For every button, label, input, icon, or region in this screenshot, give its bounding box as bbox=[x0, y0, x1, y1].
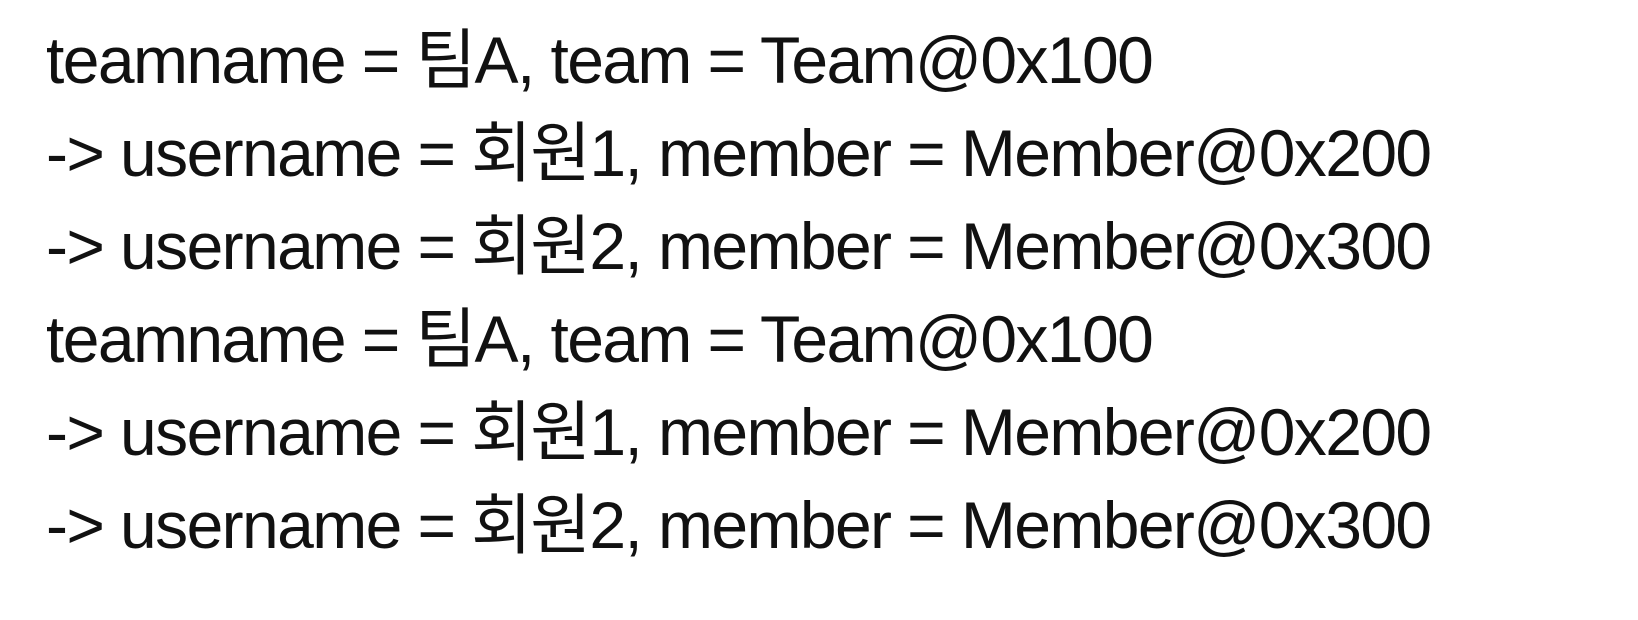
console-output: teamname = 팀A, team = Team@0x100 -> user… bbox=[46, 14, 1626, 572]
output-line-member: -> username = 회원2, member = Member@0x300 bbox=[46, 488, 1432, 562]
output-line-member: -> username = 회원2, member = Member@0x300 bbox=[46, 209, 1432, 283]
output-line-team: teamname = 팀A, team = Team@0x100 bbox=[46, 302, 1154, 376]
output-line-member: -> username = 회원1, member = Member@0x200 bbox=[46, 395, 1432, 469]
output-line-team: teamname = 팀A, team = Team@0x100 bbox=[46, 23, 1154, 97]
output-line-member: -> username = 회원1, member = Member@0x200 bbox=[46, 116, 1432, 190]
